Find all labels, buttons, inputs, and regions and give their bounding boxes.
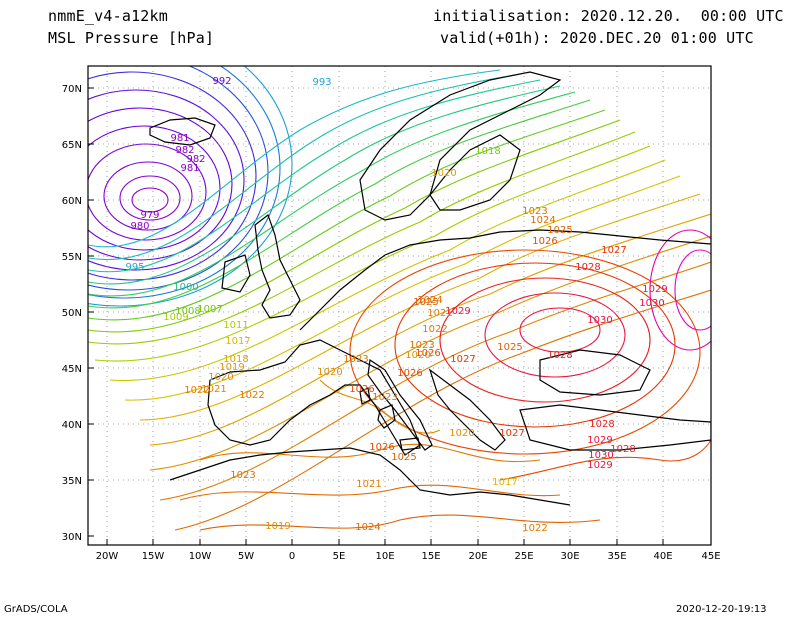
init-time: initialisation: 2020.12.20. 00:00 UTC (433, 7, 784, 25)
isobar-label: 1020 (405, 350, 430, 361)
field-title: MSL Pressure [hPa] (48, 29, 215, 47)
isobar-label: 1028 (547, 350, 572, 361)
isobar-label: 1029 (642, 284, 667, 295)
isobar-label: 1025 (413, 297, 438, 308)
isobar-label: 1020 (317, 367, 342, 378)
isobar-label: 1017 (225, 336, 250, 347)
isobar-label: 1029 (445, 306, 470, 317)
isobar-label: 1009 (163, 312, 188, 323)
isobar-label: 1024 (355, 522, 380, 533)
isobar-label: 1024 (417, 295, 442, 306)
longitude-label: 15E (421, 551, 440, 562)
model-title: nmmE_v4-a12km (48, 7, 168, 25)
isobar-label: 1008 (175, 306, 200, 317)
latitude-label: 65N (62, 140, 82, 151)
longitude-label: 5E (333, 551, 346, 562)
isobar-label: 1022 (422, 324, 447, 335)
isobar-label: 1027 (450, 354, 475, 365)
isobar-label: 1025 (391, 452, 416, 463)
isobar-label: 982 (186, 154, 205, 165)
isobar-label: 1021 (427, 308, 452, 319)
longitude-label: 15W (142, 551, 165, 562)
longitude-label: 20E (468, 551, 487, 562)
latitude-label: 30N (62, 532, 82, 543)
latitude-label: 50N (62, 308, 82, 319)
isobar-label: 1027 (499, 428, 524, 439)
isobar-label: 1018 (223, 354, 248, 365)
isobar-label: 982 (175, 145, 194, 156)
isobar-label: 1011 (223, 320, 248, 331)
isobar-label: 1030 (587, 315, 612, 326)
isobar-label: 1022 (239, 390, 264, 401)
isobar-label: 1023 (522, 206, 547, 217)
longitude-label: 0 (289, 551, 295, 562)
latitude-label: 55N (62, 252, 82, 263)
isobar-label: 1019 (219, 362, 244, 373)
footer-left: GrADS/COLA (4, 604, 68, 615)
latitude-label: 35N (62, 476, 82, 487)
isobar-label: 1028 (610, 444, 635, 455)
isobar-label: 1007 (197, 304, 222, 315)
isobar-label: 1026 (415, 348, 440, 359)
isobar-label: 1020 (449, 428, 474, 439)
isobar-label: 1029 (587, 435, 612, 446)
isobar-label: 1027 (601, 245, 626, 256)
isobar-label: 1021 (356, 479, 381, 490)
isobar-label: 1020 (431, 168, 456, 179)
isobar-label: 992 (212, 76, 231, 87)
longitude-label: 20W (96, 551, 119, 562)
isobar-label: 1025 (547, 225, 572, 236)
isobar-label: 1000 (173, 282, 198, 293)
longitude-label: 25E (514, 551, 533, 562)
isobar-label: 993 (312, 77, 331, 88)
isobar-label: 1026 (349, 384, 374, 395)
isobar-label: 1023 (230, 470, 255, 481)
latitude-label: 45N (62, 364, 82, 375)
longitude-label: 40E (653, 551, 672, 562)
isobar-label: 1020 (208, 372, 233, 383)
latitude-axis: 70N 65N 60N 55N 50N 45N 40N 35N 30N (62, 84, 94, 543)
isobar-label: 1030 (588, 450, 613, 461)
latitude-label: 70N (62, 84, 82, 95)
isobar-label: 1023 (372, 392, 397, 403)
latitude-label: 40N (62, 420, 82, 431)
isobar-label: 1024 (530, 215, 555, 226)
isobar-label: 1018 (475, 146, 500, 157)
longitude-label: 30E (560, 551, 579, 562)
coastlines (149, 71, 711, 506)
isobar-label: 1028 (589, 419, 614, 430)
isobar-lines (88, 66, 711, 545)
longitude-label: 45E (701, 551, 720, 562)
isobar-label: 1019 (265, 521, 290, 532)
isobar-labels: 992 9939819829829819799809951000100810071… (125, 76, 667, 534)
isobar-label: 1023 (343, 354, 368, 365)
isobar-label: 1023 (409, 340, 434, 351)
isobar-label: 980 (130, 221, 149, 232)
isobar-label: 1026 (532, 236, 557, 247)
isobar-label: 1026 (397, 368, 422, 379)
isobar-label: 1028 (575, 262, 600, 273)
isobar-label: 981 (180, 163, 199, 174)
isobar-label: 1030 (639, 298, 664, 309)
longitude-label: 10W (189, 551, 212, 562)
map-frame (87, 65, 712, 546)
isobar-label: 1022 (522, 523, 547, 534)
valid-time: valid(+01h): 2020.DEC.20 01:00 UTC (440, 29, 754, 47)
isobar-label: 979 (140, 210, 159, 221)
isobar-label: 1022 (184, 385, 209, 396)
isobar-label: 1021 (201, 384, 226, 395)
latitude-label: 60N (62, 196, 82, 207)
longitude-label: 35E (607, 551, 626, 562)
isobar-label: 1017 (492, 477, 517, 488)
longitude-label: 5W (238, 551, 254, 562)
isobar-label: 981 (170, 133, 189, 144)
isobar-label: 995 (125, 262, 144, 273)
longitude-axis: 20W 15W 10W 5W 0 5E 10E 15E 20E 25E 30E 35E 40E 45E (96, 539, 721, 562)
isobar-label: 1025 (497, 342, 522, 353)
longitude-label: 10E (375, 551, 394, 562)
isobar-label: 1029 (587, 460, 612, 471)
footer-right: 2020-12-20-19:13 (676, 604, 767, 615)
isobar-label: 1026 (369, 442, 394, 453)
